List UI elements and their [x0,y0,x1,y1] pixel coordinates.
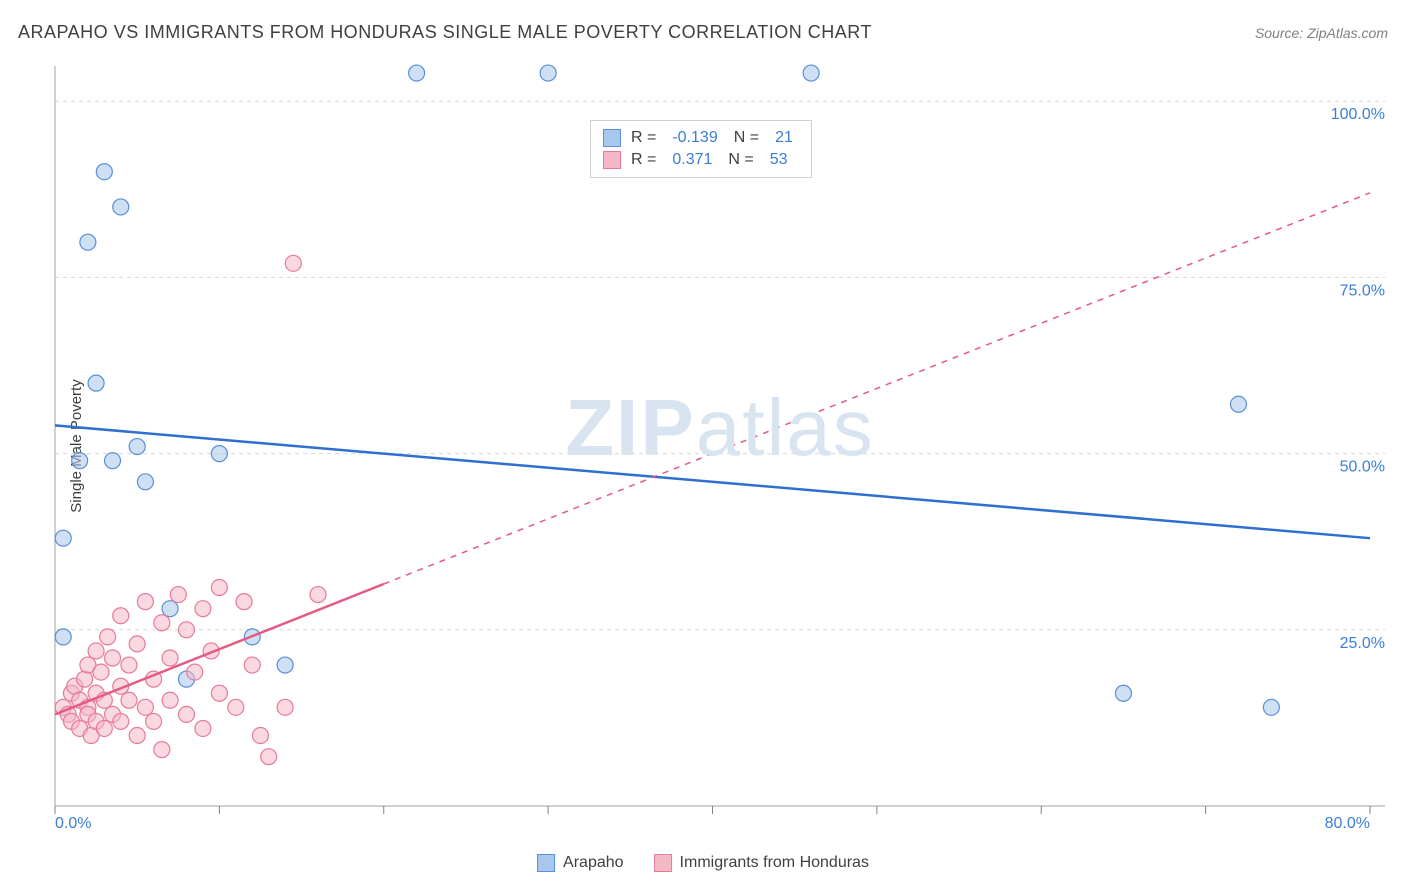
chart-title: ARAPAHO VS IMMIGRANTS FROM HONDURAS SING… [18,22,872,43]
legend-item-arapaho: Arapaho [537,854,624,872]
legend-item-honduras: Immigrants from Honduras [654,854,869,872]
svg-text:80.0%: 80.0% [1325,815,1370,828]
svg-text:100.0%: 100.0% [1331,106,1385,123]
swatch-honduras [654,854,672,872]
swatch-arapaho [537,854,555,872]
svg-text:0.0%: 0.0% [55,815,91,828]
chart-area: 25.0%50.0%75.0%100.0%0.0%80.0% ZIPatlas … [50,58,1390,828]
svg-text:50.0%: 50.0% [1340,459,1385,476]
stats-row-honduras: R = 0.371 N = 53 [603,149,799,171]
svg-text:25.0%: 25.0% [1340,635,1385,652]
swatch-honduras [603,151,621,169]
series-legend: Arapaho Immigrants from Honduras [537,854,869,872]
svg-text:75.0%: 75.0% [1340,282,1385,299]
swatch-arapaho [603,129,621,147]
source-attribution: Source: ZipAtlas.com [1255,25,1388,41]
stats-row-arapaho: R = -0.139 N = 21 [603,127,799,149]
correlation-stats-legend: R = -0.139 N = 21 R = 0.371 N = 53 [590,120,812,178]
